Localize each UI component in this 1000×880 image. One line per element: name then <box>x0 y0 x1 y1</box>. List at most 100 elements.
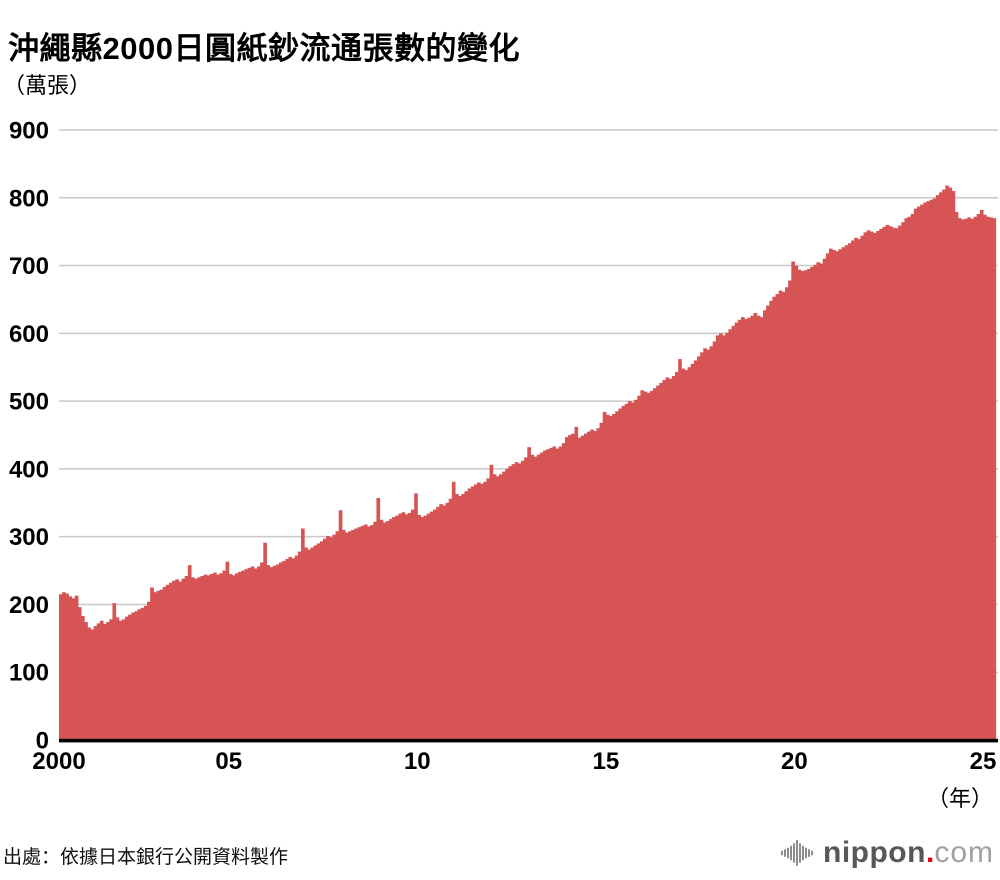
data-bar <box>863 232 868 740</box>
data-bar <box>404 514 409 740</box>
data-bar <box>759 317 764 740</box>
data-bar <box>99 620 104 740</box>
data-bar <box>106 622 110 740</box>
data-bar <box>543 450 547 740</box>
data-bar <box>605 414 610 740</box>
data-bar <box>819 263 824 740</box>
y-axis-unit-label: （萬張） <box>3 73 92 98</box>
waveform-bar <box>802 845 804 861</box>
data-bar <box>533 456 538 740</box>
data-bar <box>455 493 459 740</box>
data-bar <box>301 528 305 740</box>
data-bar <box>813 264 817 740</box>
data-bar <box>81 615 85 740</box>
data-bar <box>357 527 362 740</box>
waveform-bar <box>790 845 792 861</box>
data-bar <box>131 612 135 740</box>
data-bar <box>269 567 274 740</box>
data-bar <box>103 624 107 740</box>
data-bar <box>741 317 745 740</box>
data-bar <box>411 509 415 740</box>
data-bar <box>363 524 368 740</box>
data-bar <box>866 230 871 740</box>
data-bar <box>385 521 390 740</box>
data-bar <box>546 449 550 740</box>
data-bar <box>156 590 161 740</box>
data-bar <box>436 506 440 740</box>
data-bar <box>640 390 645 740</box>
data-bar <box>492 474 497 740</box>
data-bar <box>983 214 987 741</box>
data-bar <box>954 212 959 740</box>
data-bar <box>561 443 566 740</box>
data-bar <box>904 218 909 741</box>
data-bar <box>750 315 755 740</box>
data-bar <box>524 457 528 740</box>
waveform-bar <box>784 849 786 857</box>
data-bar <box>923 202 927 740</box>
data-bar <box>744 319 748 740</box>
data-bar <box>992 218 997 741</box>
data-bar <box>753 313 758 740</box>
data-bar <box>825 253 830 741</box>
data-bar <box>901 222 905 740</box>
data-bar <box>382 522 387 740</box>
data-bar <box>854 237 858 740</box>
data-bar <box>140 607 145 740</box>
data-bar <box>326 535 330 740</box>
data-bar <box>165 584 170 740</box>
data-bar <box>282 561 286 740</box>
data-bar <box>649 390 654 740</box>
data-bar <box>213 572 217 740</box>
data-bar <box>961 219 965 741</box>
data-bar <box>869 231 874 741</box>
data-bar <box>285 559 289 740</box>
data-bar <box>851 240 855 741</box>
data-bar <box>675 371 679 740</box>
data-bar <box>788 280 792 740</box>
data-bar <box>150 587 154 740</box>
data-bar <box>222 570 227 740</box>
data-bar <box>794 265 799 740</box>
data-bar <box>508 466 513 740</box>
data-bar <box>920 204 924 740</box>
data-bar <box>354 528 359 740</box>
data-bar <box>574 426 579 740</box>
data-bar <box>932 198 937 740</box>
data-bar <box>203 574 208 740</box>
data-bar <box>772 296 777 740</box>
data-bar <box>829 248 833 741</box>
data-bar <box>109 619 113 740</box>
data-bar <box>530 454 535 740</box>
data-bar <box>565 437 569 740</box>
waveform-bar <box>781 850 783 856</box>
data-bar <box>445 502 450 740</box>
data-bar <box>945 185 949 740</box>
data-bar <box>272 565 277 740</box>
data-bar <box>898 225 902 740</box>
data-bar <box>747 317 751 740</box>
data-bar <box>307 549 311 740</box>
data-bar <box>159 589 164 740</box>
data-bar <box>785 287 789 740</box>
data-bar <box>618 408 623 740</box>
data-bar <box>810 266 814 740</box>
data-bar <box>917 206 921 741</box>
data-bar <box>580 435 585 740</box>
data-bar <box>907 216 912 740</box>
data-bar <box>505 468 509 740</box>
data-bar <box>187 565 192 740</box>
data-bar <box>62 592 66 740</box>
data-bar <box>514 462 519 740</box>
data-bar <box>253 568 258 740</box>
data-bar <box>319 541 324 740</box>
source-note: 出處：依據日本銀行公開資料製作 <box>3 847 289 868</box>
data-bar <box>734 322 739 740</box>
data-bar <box>722 335 726 740</box>
data-bar <box>612 413 616 740</box>
data-bar <box>926 201 931 741</box>
data-bar <box>84 622 88 740</box>
data-bar <box>822 258 827 740</box>
waveform-bar <box>811 850 813 856</box>
